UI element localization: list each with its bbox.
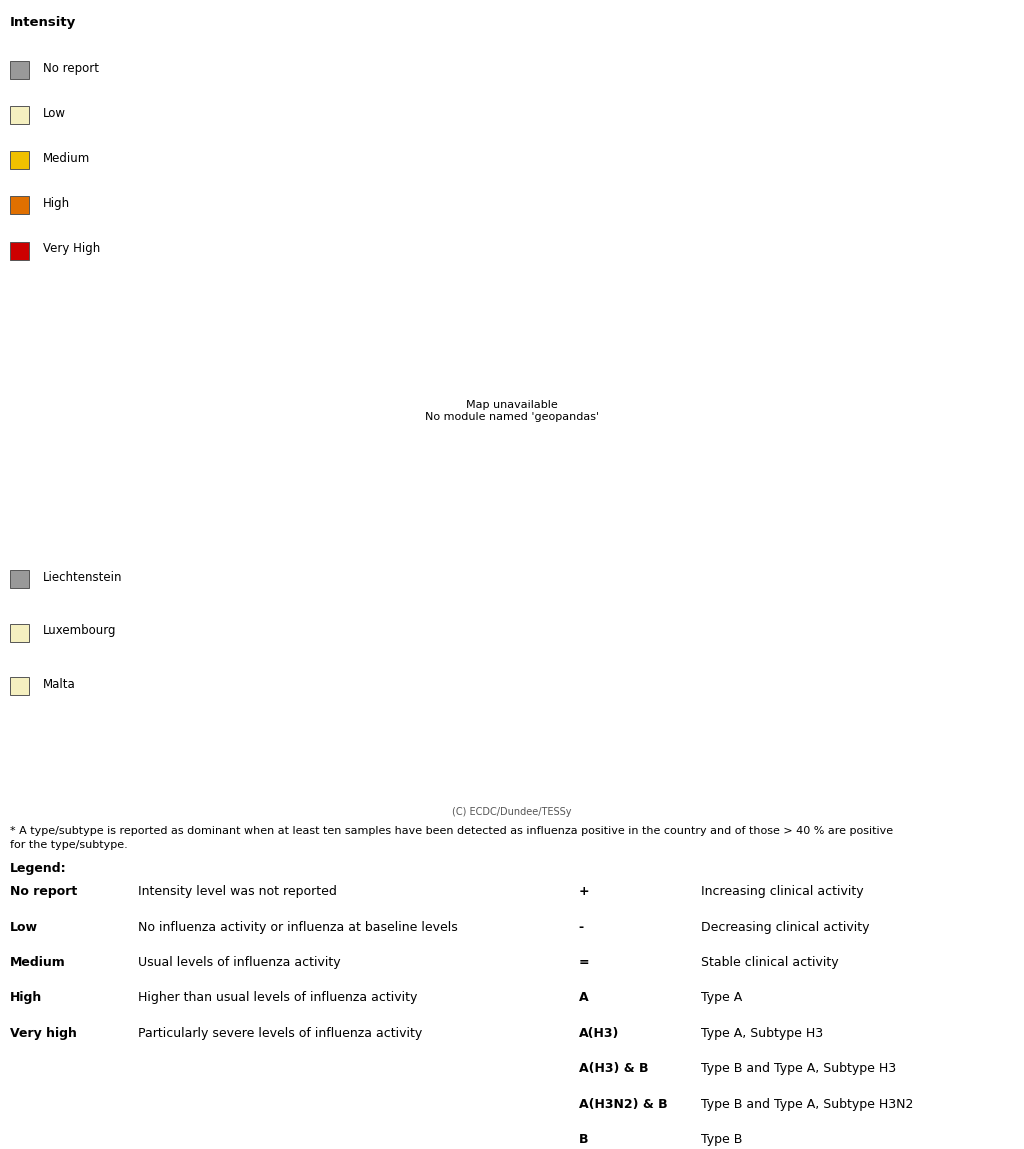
Text: A: A xyxy=(579,992,588,1004)
Text: Liechtenstein: Liechtenstein xyxy=(43,571,123,584)
Text: Type B and Type A, Subtype H3: Type B and Type A, Subtype H3 xyxy=(701,1062,897,1075)
Text: * A type/subtype is reported as dominant when at least ten samples have been det: * A type/subtype is reported as dominant… xyxy=(10,826,893,850)
Text: Intensity: Intensity xyxy=(10,16,77,30)
Text: Type B and Type A, Subtype H3N2: Type B and Type A, Subtype H3N2 xyxy=(701,1097,913,1111)
Text: High: High xyxy=(10,992,42,1004)
Text: Type A, Subtype H3: Type A, Subtype H3 xyxy=(701,1027,823,1040)
Text: Intensity level was not reported: Intensity level was not reported xyxy=(138,886,337,899)
Text: A(H3): A(H3) xyxy=(579,1027,618,1040)
Bar xyxy=(10,106,30,124)
Text: Low: Low xyxy=(43,107,66,119)
Text: No influenza activity or influenza at baseline levels: No influenza activity or influenza at ba… xyxy=(138,920,458,934)
Text: Low: Low xyxy=(10,920,38,934)
Text: -: - xyxy=(579,920,584,934)
Text: A(H3) & B: A(H3) & B xyxy=(579,1062,648,1075)
Text: Type B: Type B xyxy=(701,1133,742,1146)
Text: Medium: Medium xyxy=(43,152,90,165)
Text: Malta: Malta xyxy=(43,678,76,691)
Text: Type A: Type A xyxy=(701,992,742,1004)
Text: B: B xyxy=(579,1133,588,1146)
Text: No report: No report xyxy=(43,62,99,75)
Bar xyxy=(10,570,30,588)
Text: Luxembourg: Luxembourg xyxy=(43,624,117,638)
Bar xyxy=(10,61,30,79)
Text: No report: No report xyxy=(10,886,78,899)
Text: Decreasing clinical activity: Decreasing clinical activity xyxy=(701,920,870,934)
Bar xyxy=(10,196,30,215)
Text: Map unavailable
No module named 'geopandas': Map unavailable No module named 'geopand… xyxy=(425,400,599,422)
Text: Particularly severe levels of influenza activity: Particularly severe levels of influenza … xyxy=(138,1027,423,1040)
Text: (C) ECDC/Dundee/TESSy: (C) ECDC/Dundee/TESSy xyxy=(453,808,571,817)
Text: High: High xyxy=(43,198,70,210)
Text: Very High: Very High xyxy=(43,242,100,255)
Text: Higher than usual levels of influenza activity: Higher than usual levels of influenza ac… xyxy=(138,992,418,1004)
Text: Stable clinical activity: Stable clinical activity xyxy=(701,956,839,969)
Bar xyxy=(10,624,30,641)
Bar xyxy=(10,152,30,169)
Text: +: + xyxy=(579,886,589,899)
Text: Very high: Very high xyxy=(10,1027,77,1040)
Bar xyxy=(10,241,30,260)
Text: Medium: Medium xyxy=(10,956,66,969)
Text: Increasing clinical activity: Increasing clinical activity xyxy=(701,886,864,899)
Text: Legend:: Legend: xyxy=(10,863,67,876)
Text: A(H3N2) & B: A(H3N2) & B xyxy=(579,1097,668,1111)
Bar xyxy=(10,677,30,695)
Text: =: = xyxy=(579,956,589,969)
Text: Usual levels of influenza activity: Usual levels of influenza activity xyxy=(138,956,341,969)
